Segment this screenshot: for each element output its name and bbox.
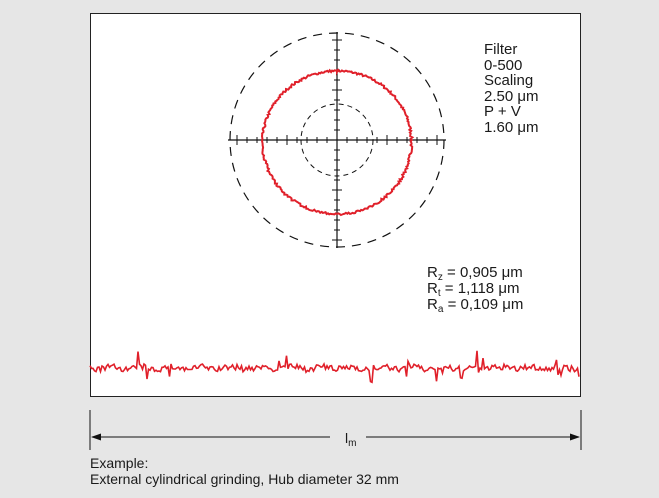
ra-value: Ra = 0,109 μm — [427, 296, 524, 316]
pv-label: P + V — [484, 103, 521, 121]
roundness-trace — [260, 68, 415, 217]
rt-value: Rt = 1,118 μm — [427, 280, 520, 300]
length-arrowhead-left — [91, 433, 101, 441]
length-arrowhead-right — [570, 433, 580, 441]
scaling-value: 2.50 μm — [484, 87, 539, 105]
caption-line-1: Example: — [90, 455, 149, 471]
caption: Example: External cylindrical grinding, … — [90, 455, 399, 487]
surface-profile-trace — [89, 350, 580, 384]
filter-info: Filter 0-500 Scaling 2.50 μm P + V 1.60 … — [484, 42, 539, 136]
pv-value: 1.60 μm — [484, 118, 539, 136]
caption-line-2: External cylindrical grinding, Hub diame… — [90, 471, 399, 487]
rz-value: Rz = 0,905 μm — [427, 264, 523, 284]
evaluation-length-label: lm — [345, 430, 357, 449]
filter-label: Filter — [484, 41, 518, 58]
measurement-panel — [90, 13, 581, 397]
filter-range: 0-500 — [484, 56, 523, 74]
scaling-label: Scaling — [484, 72, 534, 90]
